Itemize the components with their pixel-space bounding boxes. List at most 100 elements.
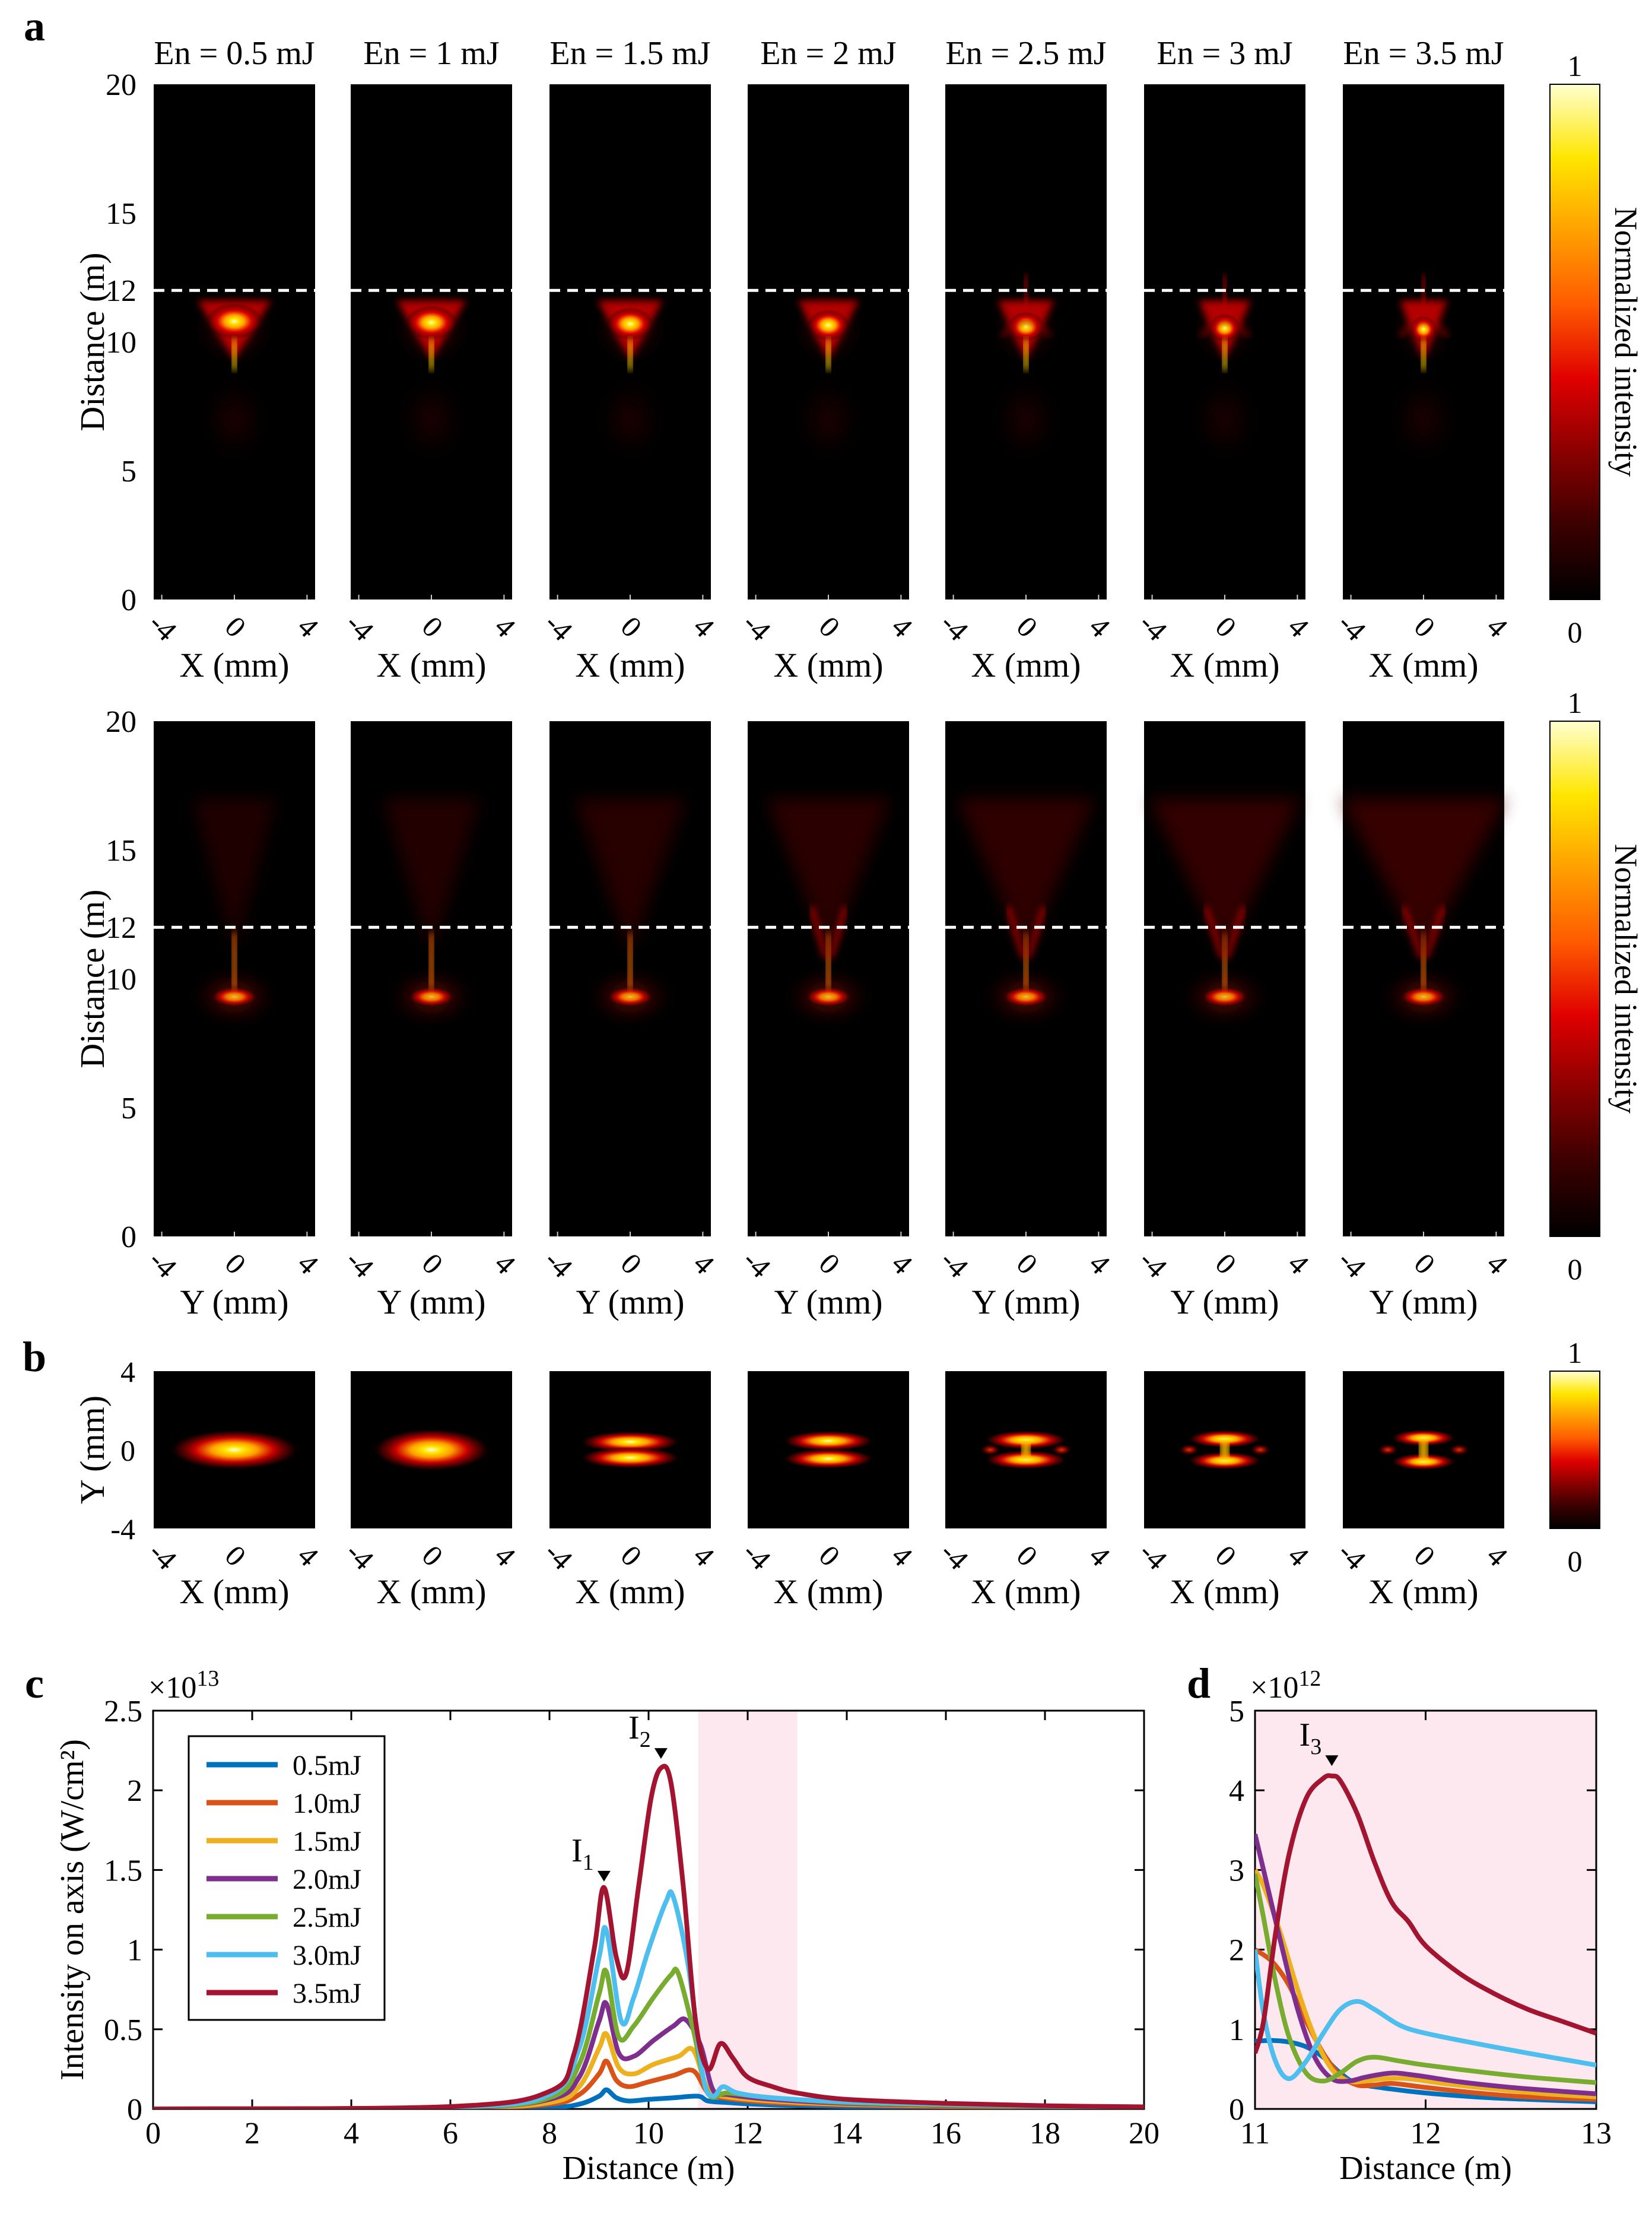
x-tick-label: 8 (542, 2117, 557, 2150)
x-tick-label: 4 (291, 610, 325, 643)
x-axis-label: X (mm) (575, 646, 685, 684)
y-tick-label: 0 (120, 1434, 135, 1467)
y-tick-label: 0 (1229, 2093, 1244, 2127)
x-tick-label: -4 (142, 1535, 183, 1576)
x-axis-label: Distance (m) (1339, 2150, 1512, 2187)
x-tick-label: 4 (1481, 610, 1514, 643)
colorbar-gradient (1549, 84, 1600, 600)
x-tick-label: 0 (1209, 1539, 1243, 1572)
y-tick-label: 1.5 (104, 1854, 142, 1888)
x-axis-label: Y (mm) (180, 1283, 288, 1321)
x-tick-label: -4 (142, 1243, 183, 1284)
colorbar-max: 1 (1568, 49, 1583, 83)
legend-label: 2.0mJ (293, 1864, 361, 1895)
x-tick-label: 0 (812, 1246, 846, 1280)
x-tick-label: 0 (218, 1539, 252, 1572)
energy-title: En = 3.5 mJ (1343, 35, 1504, 72)
beam-intensity (193, 798, 276, 1021)
legend-label: 2.5mJ (293, 1902, 361, 1933)
y-tick-label: 0 (121, 583, 136, 617)
x-tick-label: 4 (1282, 610, 1316, 643)
y-tick-label: 0 (121, 1220, 136, 1254)
x-tick-label: 4 (1083, 1539, 1117, 1572)
colorbar-gradient (1549, 721, 1600, 1237)
x-tick-label: -4 (1332, 606, 1373, 647)
x-tick-label: 18 (1030, 2117, 1060, 2150)
intensity-map-panel: -4 0 4X (mm) (538, 84, 721, 684)
x-tick-label: 4 (885, 1539, 919, 1572)
beam-intensity (1340, 798, 1507, 1021)
legend: 0.5mJ 1.0mJ 1.5mJ 2.0mJ 2.5mJ 3.0mJ 3.5mJ (188, 1735, 386, 2021)
axis-scale-multiplier: ×1012 (1250, 1666, 1321, 1705)
y-tick-label: 12 (106, 274, 136, 308)
x-tick-label: 0 (812, 610, 846, 643)
x-tick-label: -4 (934, 606, 975, 647)
y-tick-label: 4 (120, 1355, 135, 1388)
colorbar: 1 0 Normalized intensity (1549, 49, 1644, 649)
x-tick-label: 0 (1209, 1246, 1243, 1280)
energy-title: En = 0.5 mJ (154, 35, 314, 72)
intensity-map-panel: -4 0 4Y (mm) (1133, 721, 1316, 1321)
y-tick-label: 5 (1229, 1695, 1244, 1728)
y-tick-label: 2 (1229, 1934, 1244, 1968)
intensity-map-panel: -4 0 4X (mm) (934, 84, 1117, 684)
x-axis-label: X (mm) (376, 646, 486, 684)
x-tick-label: -4 (538, 606, 579, 647)
x-tick-label: 4 (291, 1246, 325, 1280)
x-axis-label: Y (mm) (774, 1283, 882, 1321)
x-tick-label: 4 (885, 610, 919, 643)
panel-label-c: c (25, 1660, 44, 1707)
beam-profile (980, 1430, 1072, 1470)
x-tick-label: 16 (930, 2117, 961, 2150)
x-tick-label: 0 (1209, 610, 1243, 643)
legend-label: 1.0mJ (293, 1788, 361, 1819)
y-tick-label: 5 (121, 455, 136, 489)
x-tick-label: 0 (614, 1246, 648, 1280)
y-tick-label: 2.5 (104, 1695, 142, 1728)
intensity-map-panel: -4 0 4Y (mm) (736, 721, 919, 1321)
intensity-map-panel: -4 0 4X (mm) (1332, 84, 1514, 684)
x-tick-label: -4 (1133, 1243, 1174, 1284)
x-tick-label: 0 (1010, 610, 1044, 643)
peak-marker (654, 1748, 668, 1759)
y-tick-label: 3 (1229, 1854, 1244, 1888)
x-tick-label: -4 (1133, 1535, 1174, 1576)
beam-intensity (990, 275, 1062, 467)
x-tick-label: 4 (1481, 1539, 1514, 1572)
y-axis-label: Y (mm) (73, 1395, 112, 1504)
x-axis-label: X (mm) (971, 646, 1081, 684)
x-tick-label: 0 (1408, 1539, 1441, 1572)
beam-profile-panel: -4 0 4X (mm) (736, 1371, 919, 1611)
x-tick-label: 2 (244, 2117, 260, 2150)
x-tick-label: 4 (687, 1246, 721, 1280)
series-line-2.0mJ (1255, 1834, 1596, 2096)
energy-title: En = 1 mJ (363, 35, 499, 72)
beam-profile-panel: -4 0 4X (mm) (1133, 1371, 1316, 1611)
x-tick-label: 0 (145, 2117, 161, 2150)
x-tick-label: -4 (736, 606, 777, 647)
x-tick-label: 0 (415, 1246, 449, 1280)
x-tick-label: 0 (1408, 1246, 1441, 1280)
x-axis-label: Y (mm) (377, 1283, 485, 1321)
x-axis-label: X (mm) (971, 1572, 1081, 1611)
colorbar-min: 0 (1568, 616, 1583, 649)
y-tick-label: 0 (127, 2093, 142, 2127)
x-tick-label: 0 (812, 1539, 846, 1572)
beam-intensity (193, 293, 276, 467)
panel-label-d: d (1187, 1660, 1211, 1707)
colorbar-gradient (1549, 1371, 1600, 1529)
series-group (1255, 1773, 1596, 2104)
y-tick-label: 1 (1229, 2013, 1244, 2047)
beam-intensity (957, 798, 1095, 1021)
energy-title: En = 2 mJ (760, 35, 896, 72)
beam-profile (1178, 1430, 1271, 1470)
x-tick-label: -4 (339, 1243, 380, 1284)
x-tick-label: 4 (488, 610, 522, 643)
x-tick-label: -4 (538, 1535, 579, 1576)
peak-marker (1325, 1755, 1339, 1766)
panel-label-a: a (24, 2, 45, 50)
x-tick-label: 13 (1581, 2117, 1612, 2150)
peak-label: I2 (628, 1709, 651, 1752)
panel-a-xz-row: En = 0.5 mJ En = 1 mJ En = 1.5 mJ En = 2 mJ… (73, 35, 1644, 684)
